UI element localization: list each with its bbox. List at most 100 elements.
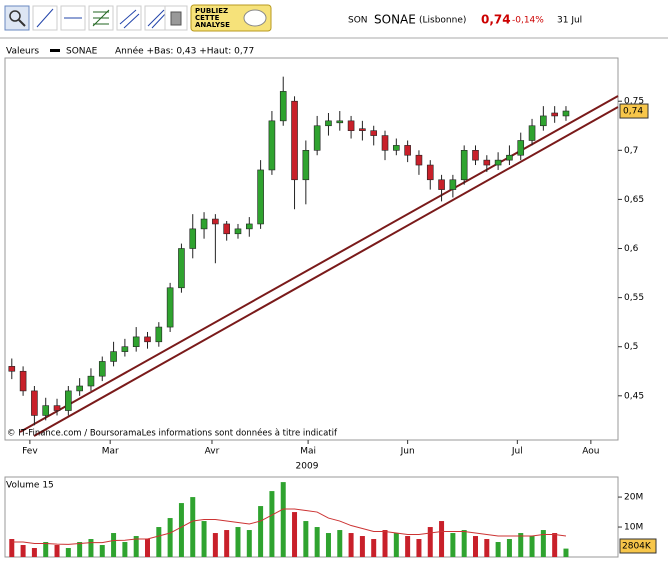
candle-body (65, 390, 72, 411)
volume-bar (212, 533, 218, 557)
candle-body (279, 91, 287, 122)
candle-body (472, 150, 479, 161)
stock-code: SON (348, 16, 368, 26)
candle-body (257, 169, 264, 225)
volume-bar (167, 518, 173, 557)
candle-body (460, 150, 468, 181)
volume-bar (540, 530, 546, 557)
candle-body (494, 159, 502, 166)
volume-bar (472, 536, 478, 557)
volume-ma (11, 508, 567, 545)
price-panel (4, 57, 619, 441)
x-tick-label: Jul (511, 447, 523, 457)
y-tick-label: 0,65 (624, 195, 644, 205)
candle-body (506, 154, 513, 161)
candle-body (110, 351, 117, 362)
speech-icon (243, 9, 267, 27)
volume-bar (178, 503, 184, 557)
x-tick-label: Jun (400, 447, 415, 457)
stock-market: (Lisbonne) (419, 16, 466, 26)
candle-body (528, 125, 536, 141)
candle-body (347, 120, 355, 131)
candle-body (53, 405, 61, 411)
x-tick-label: Aou (582, 447, 599, 457)
stock-name: SONAE (374, 13, 416, 27)
candle-body (155, 326, 163, 343)
candle-body (483, 159, 491, 166)
candle-body (42, 405, 50, 416)
candle-body (336, 120, 344, 124)
candle-body (8, 366, 16, 372)
trash-icon (170, 11, 182, 26)
volume-bar (122, 542, 128, 557)
legend-title: Valeurs (6, 47, 39, 57)
volume-bar (258, 506, 264, 557)
volume-bar (111, 533, 117, 557)
candle-body (540, 115, 547, 127)
volume-bar (405, 536, 411, 557)
x-tick-label: Avr (205, 447, 220, 457)
stock-price: 0,74 (481, 13, 511, 27)
volume-bar (77, 542, 83, 557)
publish-text: ANALYSE (195, 21, 230, 29)
volume-bar (506, 539, 512, 557)
candle-body (562, 110, 570, 117)
volume-bar (563, 548, 569, 557)
volume-bar (190, 497, 196, 557)
candle-body (415, 154, 423, 166)
zoom-button[interactable] (4, 5, 30, 31)
line-icon (36, 8, 54, 28)
y-tick-label: 0,45 (624, 391, 644, 401)
zoom-icon (9, 10, 21, 22)
volume-bar (450, 533, 456, 557)
volume-bar (337, 530, 343, 557)
publish-text: PUBLIEZ (195, 7, 228, 15)
y-tick-label: 0,7 (624, 146, 638, 156)
volume-bar (20, 545, 26, 557)
candle-body (268, 120, 276, 171)
volume-bar (348, 533, 354, 557)
publish-text: CETTE (195, 14, 220, 22)
volume-bar (133, 536, 139, 557)
x-tick-label: Mai (300, 447, 316, 457)
zoom-icon (18, 19, 26, 27)
candle-body (200, 218, 208, 230)
volume-bar (325, 533, 331, 557)
x-axis-label: 2009 (296, 462, 319, 472)
volume-bar (484, 539, 490, 557)
candle-body (359, 128, 366, 131)
volume-bar (303, 521, 309, 557)
candle-body (76, 385, 83, 392)
last-volume-label: 2804K (622, 542, 652, 552)
candle-body (551, 112, 558, 117)
volume-bar (9, 539, 15, 557)
candle-body (223, 223, 230, 235)
volume-bar (280, 482, 286, 557)
volume-bar (416, 539, 422, 557)
x-tick-label: Fev (22, 447, 38, 457)
x-tick-label: Mar (102, 447, 119, 457)
last-price-tag (619, 103, 649, 119)
volume-bar (382, 530, 388, 557)
candle-body (234, 228, 242, 235)
channel-button[interactable] (116, 5, 142, 31)
volume-bar (88, 539, 94, 557)
y-tick-label: 0,5 (624, 342, 638, 352)
toolbar: PUBLIEZ CETTE ANALYSE (4, 4, 272, 32)
candle-body (313, 125, 321, 151)
candle-body (381, 135, 389, 151)
footnote: © IT-Finance.com / BoursoramaLes informa… (7, 428, 338, 439)
volume-bar (461, 530, 467, 557)
volume-bar (224, 530, 230, 557)
last-price-label: 0,74 (623, 107, 643, 117)
candle-body (438, 179, 445, 190)
candle-body (449, 179, 457, 190)
candle-body (166, 287, 174, 328)
candle-body (87, 375, 95, 387)
y-tick-label: 0,75 (624, 97, 644, 107)
candle-body (98, 361, 106, 377)
volume-bar (552, 533, 558, 557)
volume-bar (65, 548, 71, 557)
volume-bar (54, 545, 60, 557)
